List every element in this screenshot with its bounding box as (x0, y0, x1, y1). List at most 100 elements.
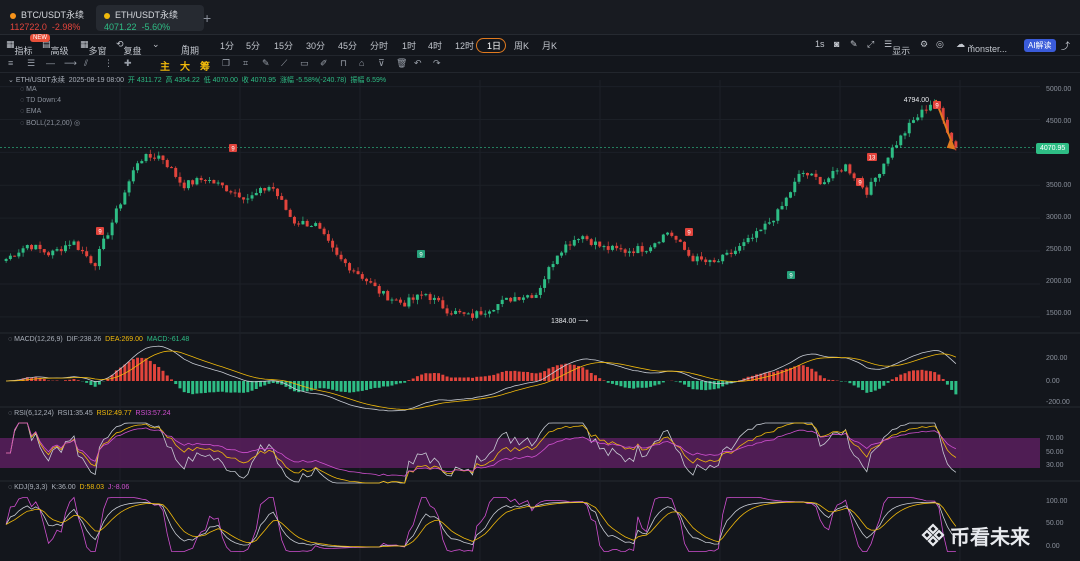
interval-5m[interactable]: 5分 (246, 41, 261, 51)
candle-body (131, 170, 135, 182)
tab-btc-price: 112722.0 (10, 22, 47, 32)
candle-body (657, 242, 661, 244)
macd-histogram-bar (343, 381, 347, 392)
macd-histogram-bar (424, 373, 428, 381)
hline-icon[interactable]: — (46, 58, 55, 68)
drawing-toolbar: ≡ ☰ — ⟶ ⫽ ⋮ ✚ 主 大 筹 ❐ ⌗ ✎ ⟋ ▭ ✐ ⊓ ⌂ ⊽ 🗑 … (0, 56, 1080, 73)
period-button[interactable]: 周期 ⌄ (181, 39, 200, 56)
candle-body (127, 181, 131, 193)
chevron-down-icon[interactable]: ⌄ (152, 39, 160, 49)
macd-histogram-bar (602, 380, 606, 381)
interval-week[interactable]: 周K (514, 41, 530, 51)
interval-30m[interactable]: 30分 (306, 41, 326, 51)
macd-histogram-bar (403, 381, 407, 383)
lock-icon[interactable]: ⌂ (359, 58, 365, 68)
macd-histogram-bar (21, 378, 25, 381)
big-toggle[interactable]: 大 (180, 62, 190, 73)
macd-histogram-bar (861, 381, 865, 391)
measure-icon[interactable]: ▭ (300, 58, 309, 68)
macd-histogram-bar (793, 366, 797, 381)
macd-histogram-bar (852, 381, 856, 386)
ruler-icon[interactable]: ⟋ (281, 58, 288, 68)
interval-1h[interactable]: 1时 (402, 41, 417, 51)
interval-timeshare[interactable]: 分时 (370, 41, 389, 51)
interval-15m[interactable]: 15分 (274, 41, 294, 51)
candle-body (649, 247, 653, 252)
fullscreen-icon[interactable]: ⤢ (867, 39, 875, 49)
interval-45m[interactable]: 45分 (338, 41, 358, 51)
overlay-boll[interactable]: ◌ BOLL(21,2,00) ◎ (20, 120, 81, 127)
candle-body (284, 199, 288, 210)
magnet-icon[interactable]: ⊓ (340, 58, 348, 68)
chip-toggle[interactable]: 筹 (200, 62, 210, 73)
add-tab-icon[interactable]: + (203, 10, 212, 26)
macd-histogram-bar (305, 381, 309, 392)
indicators-button[interactable]: ▦ 指标 (6, 39, 33, 56)
interval-4h[interactable]: 4时 (428, 41, 443, 51)
overlay-ema[interactable]: ◌ EMA (20, 108, 42, 115)
macd-histogram-bar (259, 381, 263, 387)
trash-icon[interactable]: 🗑 (396, 58, 408, 68)
candle-body (513, 297, 517, 302)
candle-body (72, 241, 76, 245)
candle-body (521, 297, 525, 300)
macd-histogram-bar (755, 374, 759, 381)
td-label: 9 (935, 104, 939, 110)
macd-histogram-bar (899, 374, 903, 381)
share-icon[interactable]: ⤴ (1061, 41, 1071, 51)
crop-icon[interactable]: ⌗ (243, 58, 249, 68)
display-button[interactable]: ☰ 显示 (884, 39, 911, 56)
macd-histogram-bar (699, 381, 703, 390)
cross-icon[interactable]: ✚ (124, 58, 132, 68)
td-label: 9 (858, 181, 862, 187)
camera2-icon[interactable]: ◎ (936, 39, 944, 49)
interval-month[interactable]: 月K (542, 41, 558, 51)
ray-icon[interactable]: ⟶ (64, 58, 77, 68)
copy-icon[interactable]: ❐ (222, 58, 231, 68)
brush-icon[interactable]: ✐ (320, 58, 328, 68)
macd-histogram-bar (466, 377, 470, 381)
refresh-1s[interactable]: 1s (815, 39, 825, 49)
macd-tick: -200.00 (1046, 399, 1070, 406)
macd-histogram-bar (831, 380, 835, 381)
settings-icon[interactable]: ⚙ (920, 39, 929, 49)
interval-1d[interactable]: 1日 (487, 41, 502, 51)
overlay-ma[interactable]: ◌ MA (20, 86, 37, 93)
advanced-button[interactable]: ▤ 高级 (42, 39, 69, 56)
lines-icon[interactable]: ☰ (27, 58, 36, 68)
replay-button[interactable]: ⟲ 复盘 (116, 39, 142, 56)
price-tick: 4500.00 (1046, 118, 1072, 125)
tab-eth[interactable]: ETH/USDT永续 4071.22 -5.60% (96, 5, 204, 32)
macd-histogram-bar (161, 370, 165, 381)
menu-icon[interactable]: ≡ (8, 58, 14, 68)
candle-body (691, 255, 695, 262)
fib-icon[interactable]: ⋮ (104, 58, 113, 68)
interval-1m[interactable]: 1分 (220, 41, 235, 51)
td-label: 9 (98, 230, 102, 236)
interval-12h[interactable]: 12时 (455, 41, 475, 51)
td-label-bg (787, 271, 795, 279)
overlay-td[interactable]: ◌ TD Down:4 (20, 97, 61, 104)
channel-icon[interactable]: ⫽ (84, 58, 89, 68)
multi-window-button[interactable]: ▦ 多窗 (80, 39, 107, 56)
camera-icon[interactable]: ◙ (834, 39, 840, 49)
main-toggle[interactable]: 主 (160, 62, 170, 73)
edit-icon[interactable]: ✎ (850, 39, 858, 49)
redo-icon[interactable]: ↷ (433, 58, 441, 68)
ai-analysis-button[interactable]: AI解读 (1024, 39, 1056, 52)
tab-btc[interactable]: BTC/USDT永续 112722.0 -2.98% (2, 5, 92, 32)
macd-histogram-bar (229, 381, 233, 393)
candle-body (271, 187, 275, 189)
pen-icon[interactable]: ✎ (262, 58, 270, 68)
td-label: 9 (231, 147, 235, 153)
candle-body (945, 119, 949, 133)
undo-icon[interactable]: ↶ (414, 58, 422, 68)
collapse-icon[interactable]: ⌄ (8, 77, 14, 84)
filter-icon[interactable]: ⊽ (378, 58, 385, 68)
candle-body (479, 311, 483, 315)
account-dropdown[interactable]: ☁ monster... ⌄ (956, 39, 1008, 54)
macd-histogram-bar (784, 368, 788, 381)
td-label-bg (856, 178, 864, 186)
macd-histogram-bar (63, 380, 67, 381)
